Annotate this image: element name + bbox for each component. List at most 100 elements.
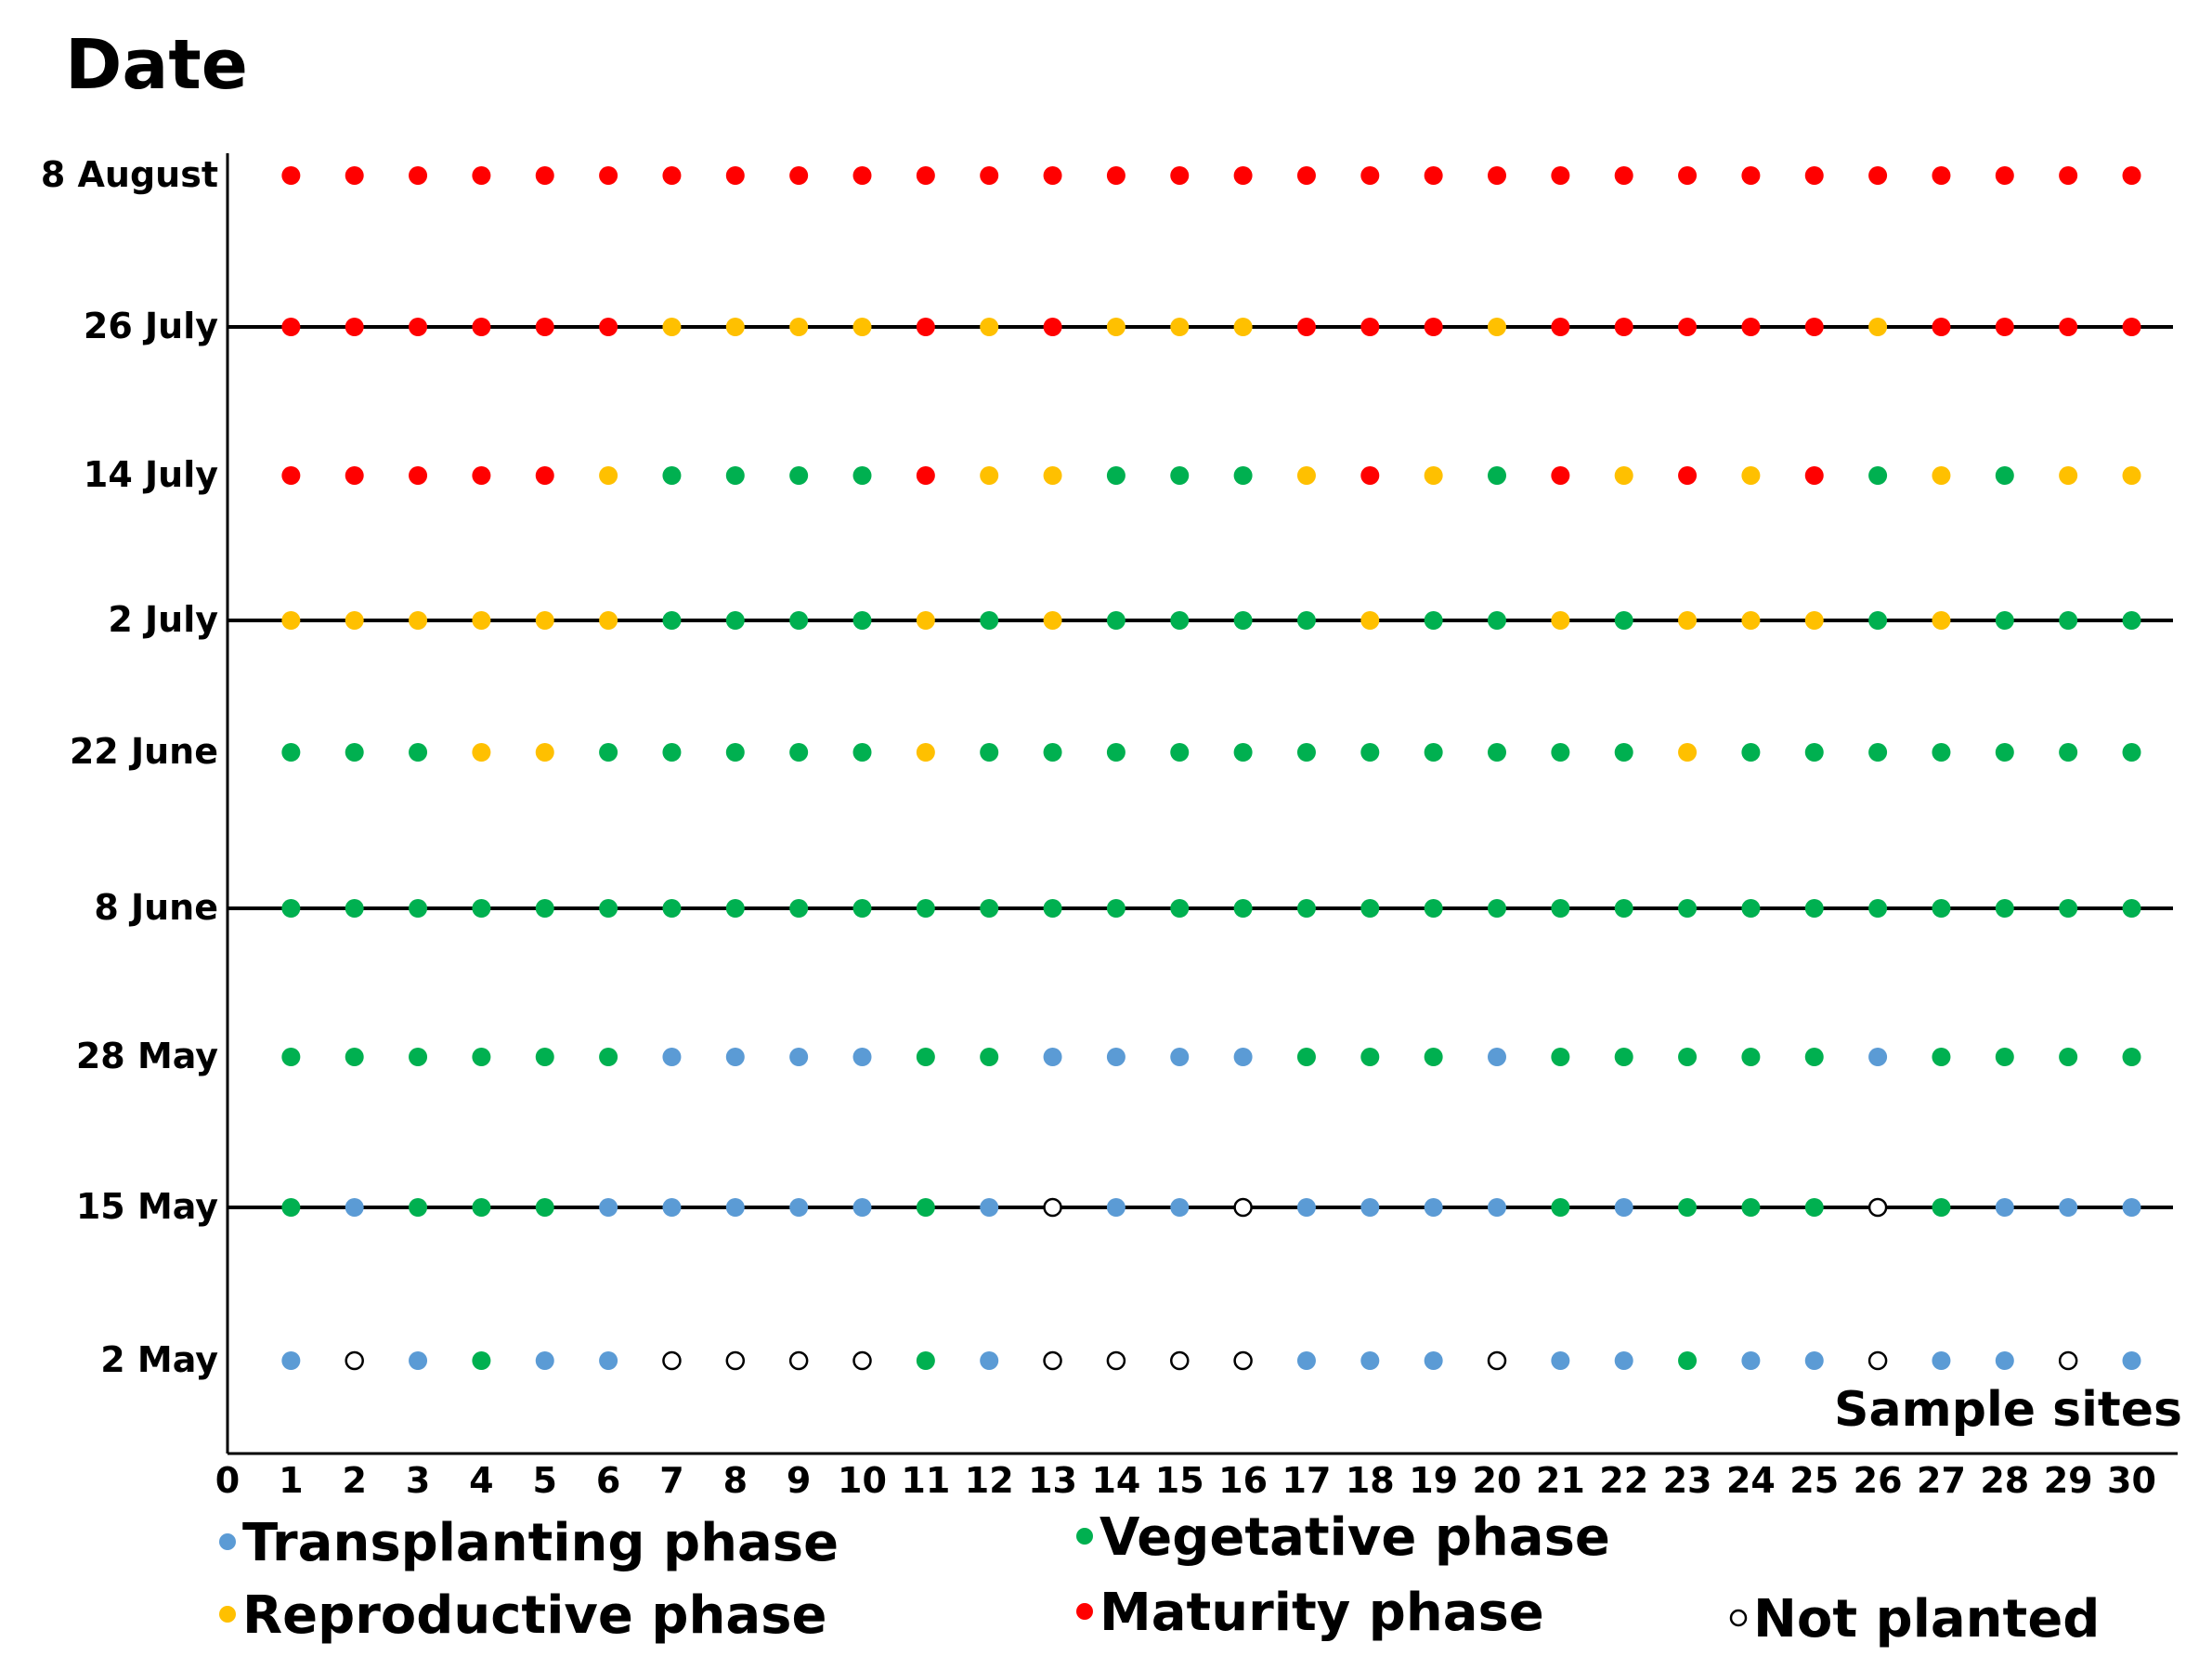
- point-15-may-site-15: [1170, 1198, 1190, 1217]
- point-28-may-site-7: [662, 1048, 682, 1066]
- point-15-may-site-26: [1867, 1197, 1888, 1218]
- point-2-may-site-8: [725, 1350, 746, 1371]
- point-22-june-site-19: [1424, 743, 1443, 762]
- point-2-may-site-27: [1932, 1351, 1951, 1370]
- point-2-may-site-20: [1487, 1350, 1507, 1371]
- point-22-june-site-17: [1296, 743, 1316, 762]
- point-26-july-site-30: [2122, 318, 2141, 336]
- point-8-june-site-15: [1170, 899, 1190, 918]
- x-tick-11: 11: [901, 1460, 950, 1501]
- point-8-june-site-4: [472, 899, 491, 918]
- x-tick-1: 1: [279, 1460, 303, 1501]
- point-8-august-site-11: [916, 166, 935, 185]
- point-28-may-site-23: [1678, 1048, 1698, 1066]
- point-2-july-site-2: [345, 611, 364, 630]
- point-22-june-site-12: [980, 743, 999, 762]
- point-14-july-site-5: [535, 466, 554, 485]
- point-15-may-site-2: [345, 1198, 364, 1217]
- x-tick-30: 30: [2107, 1460, 2156, 1501]
- data-points: [281, 166, 2141, 1371]
- point-14-july-site-1: [281, 466, 301, 485]
- point-22-june-site-21: [1551, 743, 1570, 762]
- point-15-may-site-27: [1932, 1198, 1951, 1217]
- point-8-june-site-5: [535, 899, 554, 918]
- point-2-july-site-28: [1995, 611, 2014, 630]
- point-2-july-site-24: [1741, 611, 1761, 630]
- x-tick-18: 18: [1346, 1460, 1395, 1501]
- point-2-may-site-11: [916, 1351, 935, 1370]
- point-8-june-site-14: [1106, 899, 1126, 918]
- point-22-june-site-28: [1995, 743, 2014, 762]
- point-28-may-site-29: [2059, 1048, 2078, 1066]
- point-2-may-site-21: [1551, 1351, 1570, 1370]
- point-8-june-site-16: [1233, 899, 1253, 918]
- point-15-may-site-17: [1296, 1198, 1316, 1217]
- point-22-june-site-27: [1932, 743, 1951, 762]
- point-28-may-site-15: [1170, 1048, 1190, 1066]
- point-28-may-site-22: [1614, 1048, 1633, 1066]
- point-22-june-site-9: [789, 743, 809, 762]
- point-15-may-site-23: [1678, 1198, 1698, 1217]
- x-tick-2: 2: [342, 1460, 366, 1501]
- y-tick-14-july: 14 July: [84, 454, 218, 495]
- x-tick-labels: 0 1 2 3 4 5 6 7 8 9 10 11 12 13 14 15 16 17 18 19 20 21 22 23 24…: [215, 1460, 2156, 1501]
- point-28-may-site-19: [1424, 1048, 1443, 1066]
- y-tick-labels: 2 May 15 May 28 May 8 June 22 June 2 July 14 J…: [41, 154, 218, 1380]
- point-2-may-site-12: [980, 1351, 999, 1370]
- legend-marker-vegetative-phase: [1076, 1528, 1093, 1545]
- point-2-may-site-9: [788, 1350, 809, 1371]
- point-8-august-site-24: [1741, 166, 1761, 185]
- point-14-july-site-21: [1551, 466, 1570, 485]
- point-28-may-site-2: [345, 1048, 364, 1066]
- point-28-may-site-12: [980, 1048, 999, 1066]
- point-2-july-site-7: [662, 611, 682, 630]
- point-14-july-site-17: [1296, 466, 1316, 485]
- point-8-august-site-21: [1551, 166, 1570, 185]
- point-8-june-site-21: [1551, 899, 1570, 918]
- point-15-may-site-8: [725, 1198, 745, 1217]
- point-14-july-site-26: [1868, 466, 1888, 485]
- point-2-may-site-6: [599, 1351, 618, 1370]
- point-8-june-site-11: [916, 899, 935, 918]
- y-tick-15-may: 15 May: [76, 1186, 218, 1227]
- point-8-june-site-20: [1488, 899, 1506, 918]
- point-15-may-site-3: [409, 1198, 428, 1217]
- x-tick-22: 22: [1599, 1460, 1648, 1501]
- x-tick-10: 10: [838, 1460, 887, 1501]
- point-28-may-site-6: [599, 1048, 618, 1066]
- point-28-may-site-4: [472, 1048, 491, 1066]
- x-tick-14: 14: [1091, 1460, 1140, 1501]
- point-28-may-site-14: [1106, 1048, 1126, 1066]
- x-tick-19: 19: [1409, 1460, 1458, 1501]
- point-8-june-site-3: [409, 899, 428, 918]
- point-2-july-site-9: [789, 611, 809, 630]
- y-tick-28-may: 28 May: [76, 1036, 218, 1076]
- point-28-may-site-10: [852, 1048, 872, 1066]
- point-2-july-site-18: [1360, 611, 1380, 630]
- point-15-may-site-20: [1488, 1198, 1506, 1217]
- x-tick-7: 7: [659, 1460, 683, 1501]
- point-26-july-site-19: [1424, 318, 1443, 336]
- point-2-may-site-17: [1296, 1351, 1316, 1370]
- legend-label-maturity-phase: Maturity phase: [1099, 1583, 1544, 1643]
- point-8-june-site-26: [1868, 899, 1888, 918]
- point-22-june-site-29: [2059, 743, 2078, 762]
- point-2-july-site-16: [1233, 611, 1253, 630]
- x-tick-13: 13: [1028, 1460, 1077, 1501]
- x-tick-24: 24: [1726, 1460, 1776, 1501]
- point-15-may-site-25: [1804, 1198, 1824, 1217]
- point-15-may-site-14: [1106, 1198, 1126, 1217]
- point-8-june-site-27: [1932, 899, 1951, 918]
- point-8-june-site-19: [1424, 899, 1443, 918]
- point-2-july-site-4: [472, 611, 491, 630]
- point-26-july-site-3: [409, 318, 428, 336]
- point-28-may-site-28: [1995, 1048, 2014, 1066]
- legend: Transplanting phase Vegetative phase Repro…: [219, 1507, 2100, 1649]
- x-tick-27: 27: [1917, 1460, 1966, 1501]
- point-8-june-site-23: [1678, 899, 1698, 918]
- point-15-may-site-29: [2059, 1198, 2078, 1217]
- point-15-may-site-11: [916, 1198, 935, 1217]
- point-8-june-site-28: [1995, 899, 2014, 918]
- point-22-june-site-26: [1868, 743, 1888, 762]
- point-14-july-site-16: [1233, 466, 1253, 485]
